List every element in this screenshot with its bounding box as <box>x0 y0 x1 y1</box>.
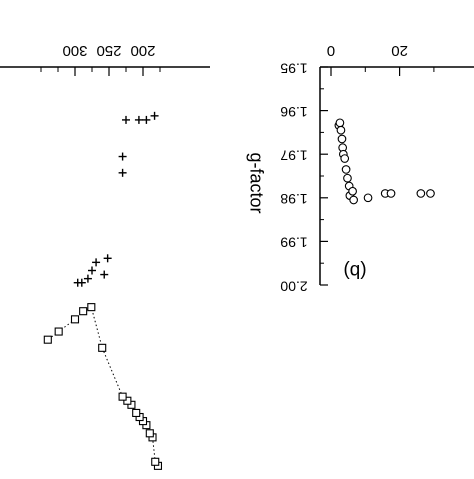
data-point-plus <box>73 278 82 287</box>
data-point-square <box>127 400 136 409</box>
data-point-circle <box>335 118 345 128</box>
y-tick-label: 2.00 <box>280 278 307 294</box>
data-point-square <box>79 307 88 316</box>
data-point-plus <box>88 266 96 275</box>
data-point-plus <box>134 115 143 124</box>
x-tick-label: 200 <box>130 42 155 59</box>
data-point-circle <box>343 173 352 183</box>
data-point-plus <box>100 270 109 279</box>
x-tick-label: 0 <box>327 42 335 59</box>
data-point-square <box>98 343 107 352</box>
data-point-plus <box>118 152 127 161</box>
data-point-circle <box>341 165 351 174</box>
data-point-plus <box>83 274 92 283</box>
data-point-square <box>132 408 141 418</box>
x-tick-label: 300 <box>62 42 87 59</box>
series-line-dotted <box>47 306 159 467</box>
data-point-square <box>123 396 132 405</box>
y-tick-label: 1.99 <box>280 235 307 251</box>
y-tick-label: 1.98 <box>280 191 307 207</box>
data-point-square <box>54 327 63 336</box>
data-point-circle <box>386 189 396 198</box>
x-tick-label: 250 <box>96 42 121 59</box>
data-point-square <box>151 457 160 466</box>
data-point-square <box>118 392 127 401</box>
data-point-plus <box>92 258 101 267</box>
data-point-square <box>87 303 96 312</box>
data-point-circle <box>349 195 358 205</box>
y-axis-title: g-factor <box>246 152 266 213</box>
y-tick-label: 1.95 <box>280 60 307 76</box>
data-point-plus <box>122 115 130 124</box>
data-point-plus <box>103 254 112 263</box>
data-point-circle <box>416 189 426 198</box>
data-point-square <box>43 335 52 344</box>
data-point-circle <box>426 189 435 198</box>
data-point-circle <box>363 193 373 203</box>
panel-label: (b) <box>343 260 366 281</box>
data-point-plus <box>150 111 159 120</box>
data-point-plus <box>142 115 151 124</box>
data-point-circle <box>340 154 350 163</box>
data-point-circle <box>336 125 346 135</box>
data-point-square <box>70 315 80 324</box>
data-point-plus <box>118 168 127 177</box>
data-point-square <box>145 429 154 438</box>
data-point-circle <box>337 134 347 144</box>
x-tick-label: 20 <box>391 42 408 59</box>
y-tick-label: 1.97 <box>280 147 307 163</box>
y-tick-label: 1.96 <box>280 104 307 120</box>
data-point-circle <box>348 186 357 196</box>
